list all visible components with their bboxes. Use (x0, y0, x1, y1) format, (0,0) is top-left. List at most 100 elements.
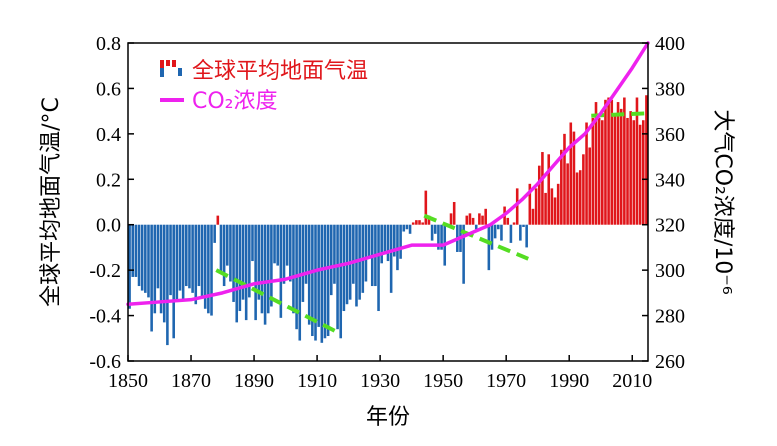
temperature-bar (616, 102, 620, 225)
temperature-bar (396, 224, 399, 271)
temperature-bar (244, 224, 248, 321)
temperature-bar (560, 149, 563, 225)
right-y-tick-label: 300 (655, 260, 685, 282)
temperature-bar (578, 170, 582, 225)
temperature-bar (509, 224, 513, 243)
x-tick-label: 1850 (108, 370, 148, 392)
temperature-bar (238, 224, 242, 312)
temperature-bar (430, 224, 434, 241)
temperature-bar (320, 224, 324, 343)
x-tick-label: 1870 (171, 370, 211, 392)
temperature-bar (610, 99, 614, 225)
temperature-bar (484, 208, 487, 225)
legend-temperature-swatch (160, 60, 182, 77)
temperature-bar (534, 188, 538, 225)
temperature-bar (298, 224, 302, 341)
x-axis-title: 年份 (366, 405, 410, 430)
x-tick-label: 1990 (549, 370, 589, 392)
temperature-bar (339, 224, 343, 339)
temperature-bar (424, 190, 428, 225)
temperature-bar (225, 224, 229, 266)
temperature-bar (358, 224, 361, 300)
temperature-bar (645, 95, 648, 225)
temperature-bar (629, 111, 632, 225)
temperature-bar (276, 224, 279, 266)
trend-segment (423, 213, 530, 261)
temperature-bar (181, 224, 185, 300)
temperature-bar (613, 115, 617, 225)
legend-temperature-label: 全球平均地面气温 (192, 59, 368, 84)
temperature-bar (222, 224, 226, 287)
temperature-bar (487, 224, 491, 271)
temperature-bar (415, 220, 418, 225)
temperature-bar (500, 224, 503, 241)
left-y-axis-title: 全球平均地面气温/°C (39, 97, 64, 307)
temperature-bar (626, 117, 629, 225)
temperature-bar (162, 224, 166, 323)
temperature-bar (191, 224, 194, 293)
temperature-bar (547, 154, 551, 225)
temperature-bar (591, 117, 595, 225)
temperature-bar (550, 188, 554, 225)
temperature-bar (336, 224, 339, 330)
temperature-bar (506, 217, 510, 225)
temperature-bar (260, 224, 264, 314)
temperature-bar (159, 224, 163, 314)
temperature-bar (588, 147, 591, 225)
x-tick-label: 2010 (612, 370, 652, 392)
left-y-axis-ticks: 0.8 0.6 0.4 0.2 0.0 -0.2 -0.4 -0.6 (89, 33, 134, 373)
temperature-bar (465, 215, 469, 225)
left-y-tick-label: 0.8 (96, 33, 121, 55)
temperature-bar (153, 224, 157, 314)
temperature-bar (203, 224, 207, 309)
temperature-bar (440, 224, 443, 250)
temperature-bar (273, 224, 276, 264)
temperature-bar (515, 188, 519, 225)
temperature-bar (241, 224, 245, 300)
left-y-tick-label: 0.0 (96, 215, 121, 237)
temperature-bar (411, 222, 415, 225)
temperature-bar (175, 224, 179, 300)
right-y-tick-label: 360 (655, 124, 685, 146)
temperature-bar (478, 213, 481, 225)
right-y-axis-ticks: 400 380 360 340 320 300 280 260 (642, 33, 685, 373)
temperature-bar (541, 152, 544, 225)
temperature-bar (166, 224, 169, 346)
temperature-bar (188, 224, 191, 289)
temperature-bar (575, 172, 579, 225)
temperature-bar (607, 97, 610, 225)
temperature-bar (169, 224, 172, 296)
temperature-bar (282, 224, 286, 284)
temperature-bar (399, 224, 402, 259)
temperature-bar (194, 224, 198, 305)
temperature-bar (604, 99, 607, 225)
temperature-bar (519, 224, 522, 241)
temperature-bar (427, 215, 431, 225)
temperature-bar (569, 122, 573, 225)
temperature-bar (292, 224, 295, 314)
temperature-bar (210, 224, 213, 316)
temperature-bar (433, 224, 437, 234)
temperature-bar (380, 224, 383, 264)
temperature-bars (128, 95, 648, 346)
legend: 全球平均地面气温 CO₂浓度 (160, 59, 368, 114)
temperature-bar (131, 224, 135, 277)
temperature-bar (266, 224, 270, 314)
temperature-bar (468, 213, 472, 225)
temperature-bar (301, 224, 305, 302)
temperature-bar (635, 97, 639, 225)
temperature-bar (563, 133, 566, 225)
temperature-bar (329, 224, 333, 296)
temperature-bar (556, 183, 560, 225)
temperature-bar (437, 224, 440, 250)
temperature-bar (257, 224, 261, 300)
temperature-bar (200, 224, 204, 298)
temperature-bar (405, 224, 409, 230)
temperature-bar (364, 224, 368, 282)
right-y-tick-label: 280 (655, 306, 685, 328)
temperature-bar (307, 224, 311, 325)
temperature-bar (471, 217, 475, 225)
temperature-bar (254, 224, 257, 321)
temperature-bar (285, 224, 289, 266)
